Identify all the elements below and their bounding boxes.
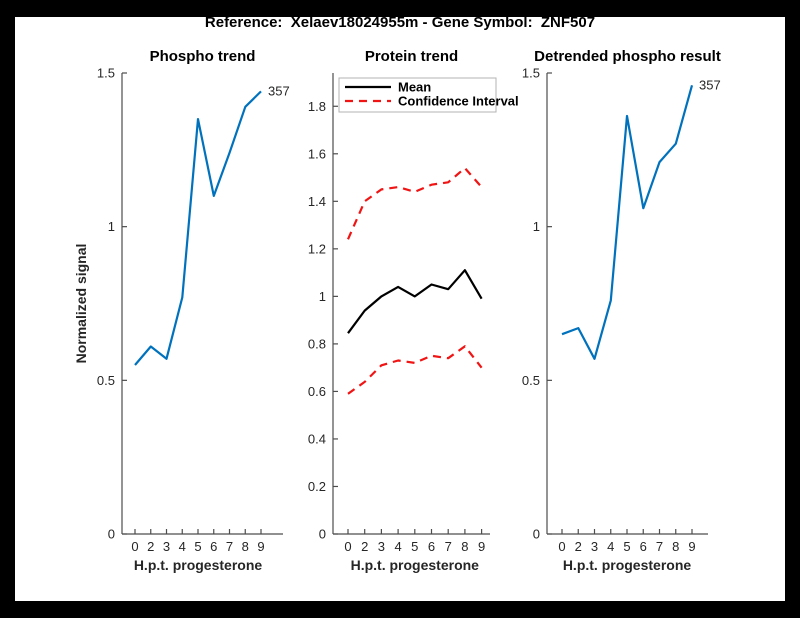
x-tick-label: 9 <box>478 539 485 554</box>
x-tick-label: 9 <box>688 539 695 554</box>
y-tick-label: 0.5 <box>522 373 540 388</box>
x-axis-label: H.p.t. progesterone <box>134 557 263 573</box>
x-tick-label: 8 <box>242 539 249 554</box>
panel-detrended-phospho-result: 00.511.50 2 3 4 5 6 7 8 9H.p.t. progesteroneDetr… <box>522 48 721 573</box>
x-tick-label: 5 <box>194 539 201 554</box>
y-tick-label: 1.6 <box>308 146 326 161</box>
series-line-blue <box>134 90 262 366</box>
x-tick-label: 2 <box>361 539 368 554</box>
y-tick-label: 0.4 <box>308 431 326 446</box>
x-axis-label: H.p.t. progesterone <box>351 557 480 573</box>
y-tick-label: 1.2 <box>308 241 326 256</box>
x-tick-label: 5 <box>411 539 418 554</box>
y-tick-label: 0 <box>108 527 115 542</box>
figure-title: Reference: Xelaev18024955m - Gene Symbol… <box>204 14 596 31</box>
y-tick-label: 0.6 <box>308 384 326 399</box>
panel-phospho-trend: 00.511.50 2 3 4 5 6 7 8 9H.p.t. progesteroneNorm… <box>73 48 290 573</box>
x-tick-label: 0 <box>131 539 138 554</box>
subplot-title: Detrended phospho result <box>534 48 721 65</box>
y-tick-label: 0 <box>319 527 326 542</box>
x-tick-label: 4 <box>179 539 186 554</box>
y-tick-label: 0.5 <box>97 373 115 388</box>
y-tick-label: 0 <box>533 527 540 542</box>
x-tick-label: 2 <box>147 539 154 554</box>
figure-surface <box>15 17 785 601</box>
subplot-title: Phospho trend <box>150 48 256 65</box>
x-tick-label: 6 <box>428 539 435 554</box>
y-tick-label: 1 <box>319 289 326 304</box>
legend-label: Mean <box>398 80 431 95</box>
y-tick-label: 1.4 <box>308 194 326 209</box>
x-tick-label: 8 <box>672 539 679 554</box>
series-line-blue <box>561 85 694 360</box>
x-tick-label: 3 <box>163 539 170 554</box>
y-tick-label: 1 <box>533 219 540 234</box>
y-tick-label: 1.5 <box>97 66 115 81</box>
x-tick-label: 2 <box>575 539 582 554</box>
x-tick-label: 5 <box>623 539 630 554</box>
x-tick-label: 7 <box>445 539 452 554</box>
endpoint-annotation: 357 <box>268 83 290 98</box>
x-axis-label: H.p.t. progesterone <box>563 557 692 573</box>
series-line-black <box>347 269 483 334</box>
x-tick-label: 6 <box>210 539 217 554</box>
y-tick-label: 1.8 <box>308 99 326 114</box>
x-tick-label: 4 <box>394 539 401 554</box>
subplot-title: Protein trend <box>365 48 458 65</box>
x-tick-label: 9 <box>257 539 264 554</box>
series-line-red <box>347 345 483 395</box>
legend-frame <box>338 77 497 113</box>
series-line-red <box>346 167 483 240</box>
panel-protein-trend: 00.20.40.60.811.21.41.61.80 2 3 4 5 6 7 8 9H.p.t… <box>308 48 519 573</box>
y-tick-label: 0.2 <box>308 479 326 494</box>
x-tick-label: 8 <box>461 539 468 554</box>
x-tick-label: 7 <box>226 539 233 554</box>
y-tick-label: 0.8 <box>308 336 326 351</box>
x-tick-label: 4 <box>607 539 614 554</box>
y-tick-label: 1 <box>108 219 115 234</box>
x-tick-label: 3 <box>378 539 385 554</box>
y-axis-label: Normalized signal <box>73 244 89 364</box>
x-tick-label: 0 <box>558 539 565 554</box>
x-tick-label: 3 <box>591 539 598 554</box>
endpoint-annotation: 357 <box>699 77 721 92</box>
x-tick-label: 0 <box>344 539 351 554</box>
x-tick-label: 6 <box>640 539 647 554</box>
y-tick-label: 1.5 <box>522 66 540 81</box>
x-tick-label: 7 <box>656 539 663 554</box>
legend-label: Confidence Interval <box>398 94 519 109</box>
